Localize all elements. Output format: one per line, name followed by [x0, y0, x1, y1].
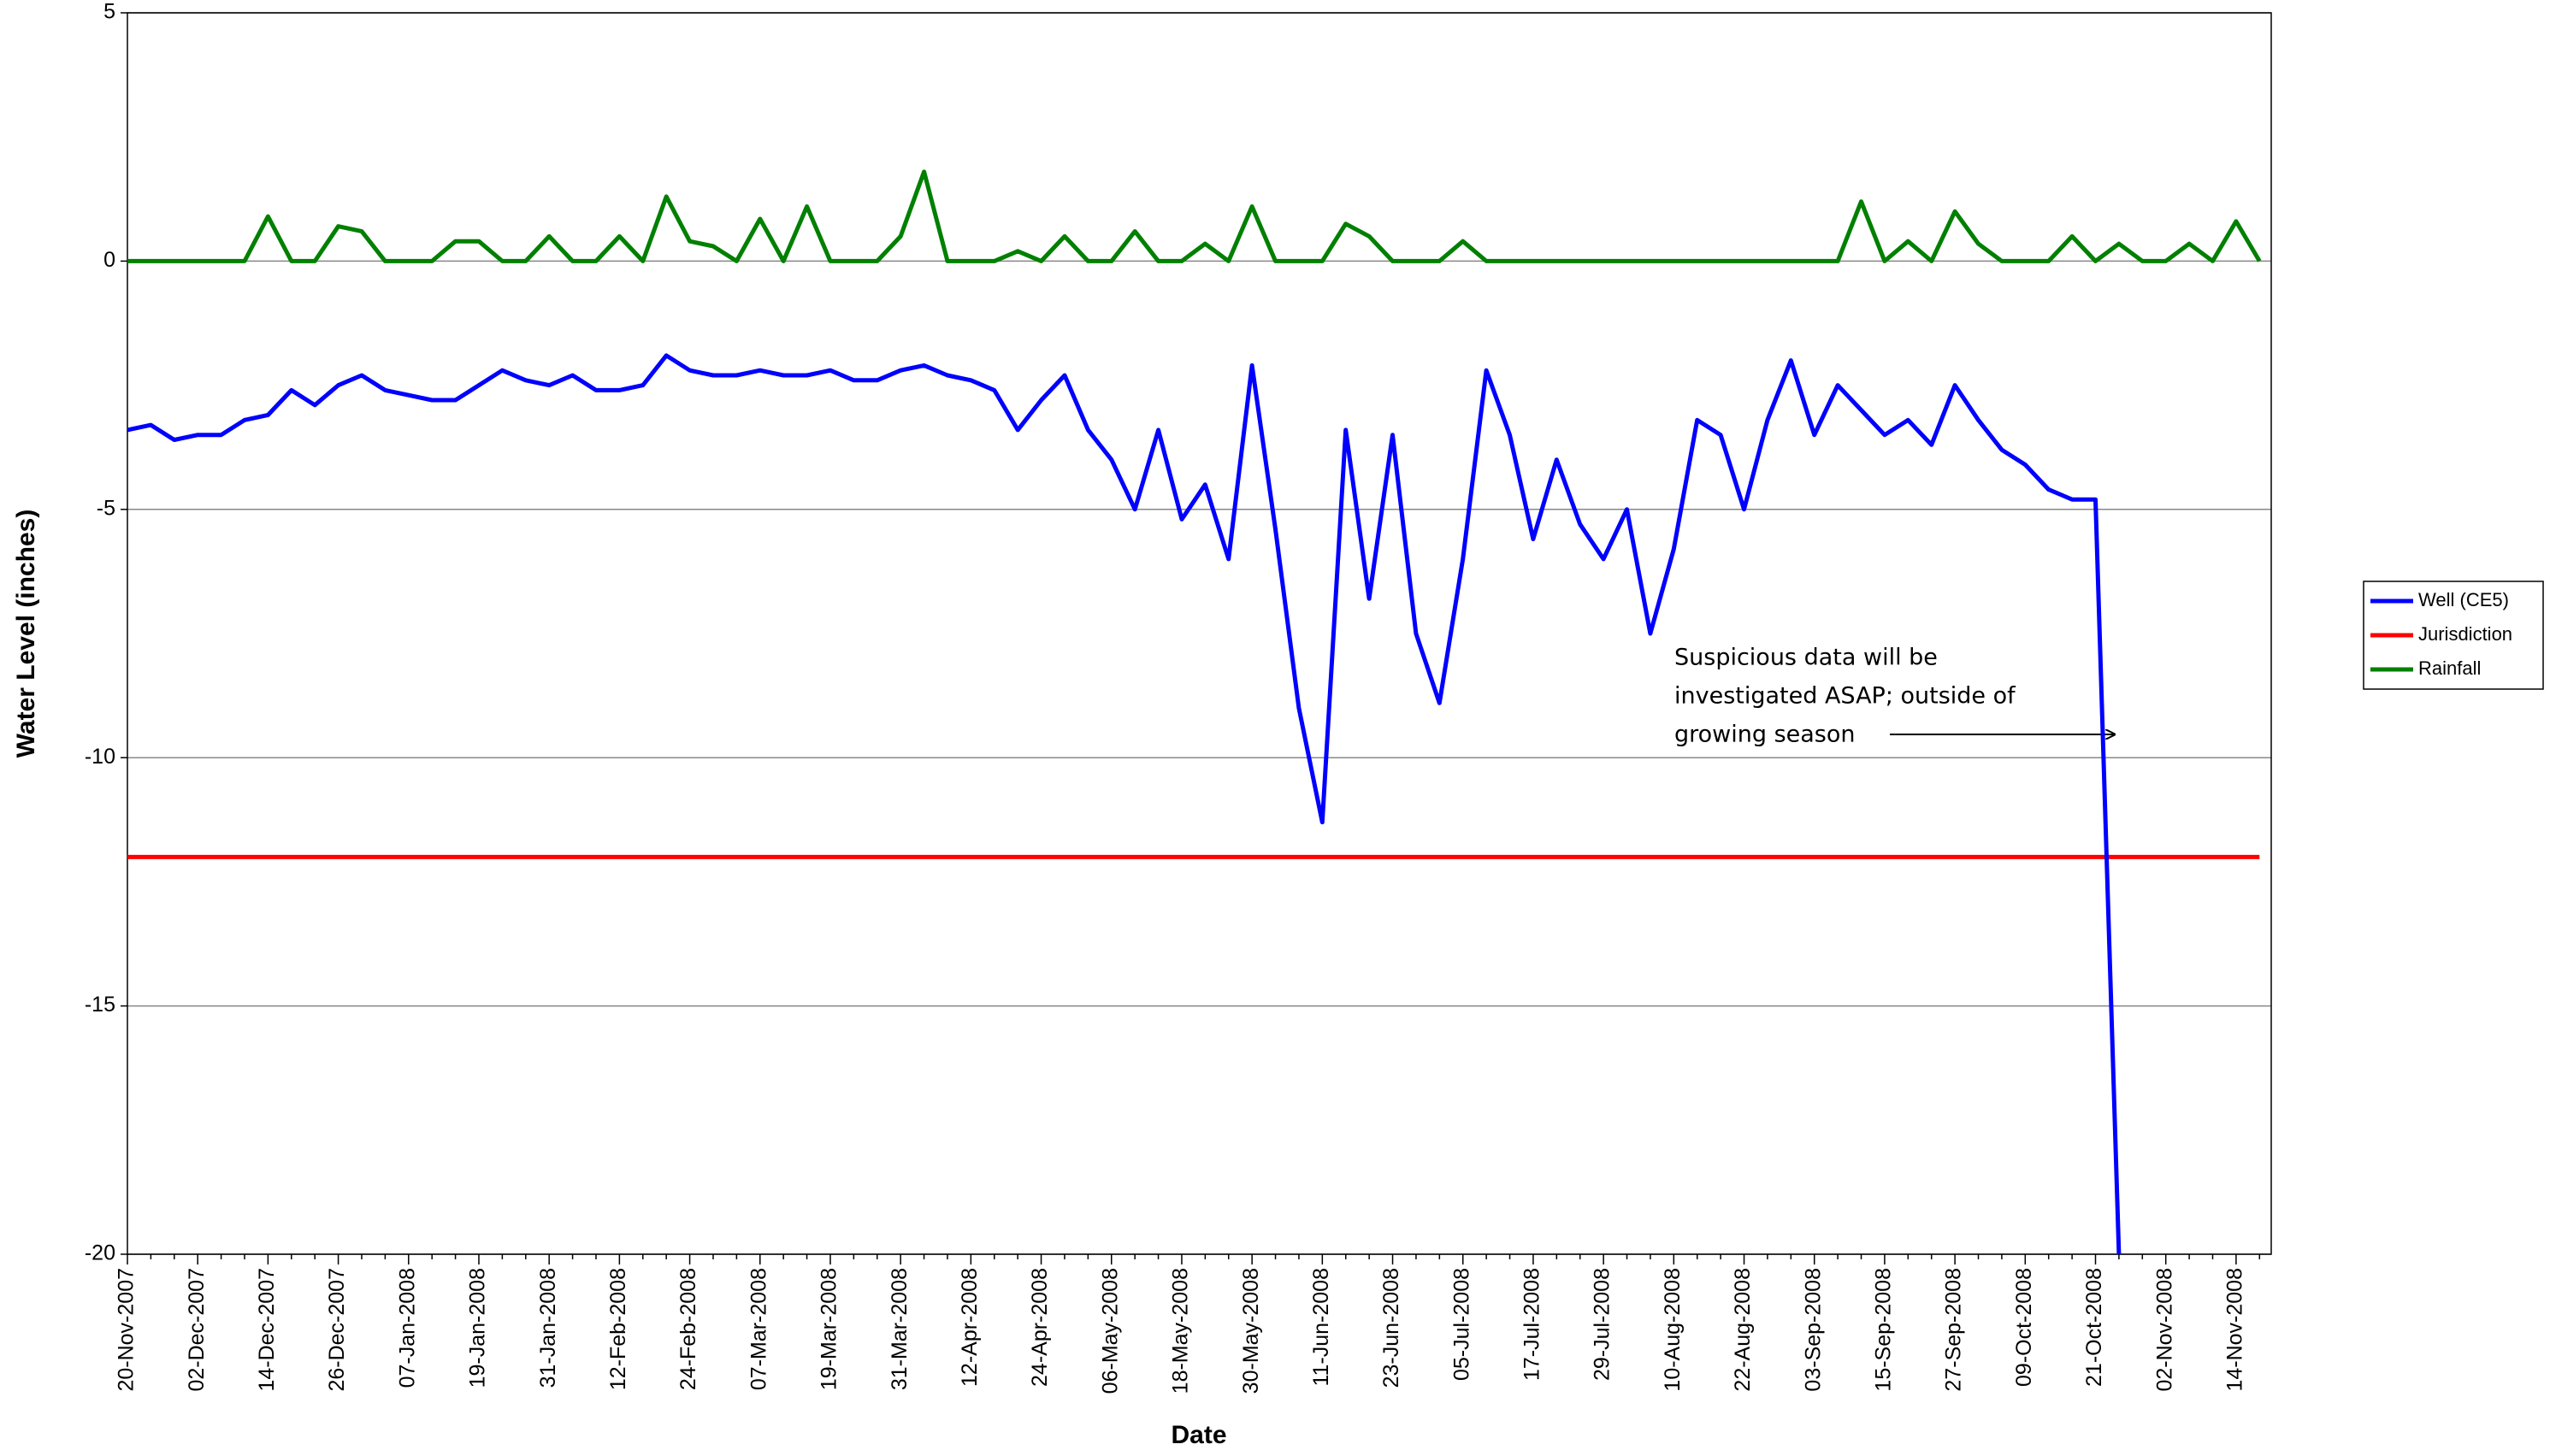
annotation-text: investigated ASAP; outside of	[1674, 683, 2016, 710]
x-tick-label: 12-Apr-2008	[958, 1268, 982, 1387]
series-line	[127, 353, 2122, 1255]
x-tick-label: 24-Feb-2008	[676, 1268, 700, 1390]
y-tick-label: 0	[103, 248, 115, 272]
y-tick-label: -20	[85, 1241, 115, 1265]
x-tick-label: 23-Jun-2008	[1379, 1268, 1403, 1388]
x-tick-label: 24-Apr-2008	[1028, 1268, 1052, 1387]
x-tick-label: 30-May-2008	[1239, 1268, 1263, 1394]
x-tick-label: 19-Jan-2008	[466, 1268, 490, 1388]
x-tick-label: 21-Oct-2008	[2082, 1268, 2106, 1387]
x-tick-label: 02-Dec-2007	[185, 1268, 209, 1392]
x-tick-label: 18-May-2008	[1169, 1268, 1193, 1394]
x-tick-label: 02-Nov-2008	[2152, 1268, 2176, 1392]
series-line	[127, 169, 2262, 263]
legend-label: Well (CE5)	[2418, 589, 2509, 610]
x-tick-label: 15-Sep-2008	[1872, 1268, 1896, 1392]
x-tick-label: 10-Aug-2008	[1661, 1268, 1685, 1392]
x-tick-label: 09-Oct-2008	[2012, 1268, 2036, 1387]
x-axis-title: Date	[1171, 1421, 1226, 1449]
x-tick-label: 07-Jan-2008	[395, 1268, 419, 1388]
x-tick-label: 22-Aug-2008	[1731, 1268, 1755, 1392]
x-tick-label: 06-May-2008	[1098, 1268, 1122, 1394]
y-tick-label: -15	[85, 993, 115, 1017]
y-tick-label: -10	[85, 745, 115, 769]
y-tick-label: -5	[97, 496, 115, 520]
x-tick-label: 07-Mar-2008	[747, 1268, 770, 1390]
legend-label: Rainfall	[2418, 657, 2481, 679]
x-tick-label: 05-Jul-2008	[1449, 1268, 1473, 1381]
x-tick-label: 26-Dec-2007	[325, 1268, 349, 1392]
x-tick-label: 14-Dec-2007	[255, 1268, 279, 1392]
annotation-text: Suspicious data will be	[1674, 645, 1938, 671]
plot-frame	[127, 12, 2272, 1255]
x-tick-label: 17-Jul-2008	[1520, 1268, 1544, 1381]
x-tick-label: 29-Jul-2008	[1591, 1268, 1614, 1381]
annotation-text: growing season	[1674, 722, 1856, 748]
x-tick-label: 31-Jan-2008	[536, 1268, 560, 1388]
legend-label: Jurisdiction	[2418, 623, 2512, 645]
x-tick-label: 27-Sep-2008	[1942, 1268, 1966, 1392]
x-tick-label: 11-Jun-2008	[1309, 1268, 1333, 1387]
x-tick-label: 12-Feb-2008	[606, 1268, 630, 1390]
x-tick-label: 31-Mar-2008	[888, 1268, 912, 1390]
x-tick-label: 14-Nov-2008	[2223, 1268, 2247, 1392]
x-tick-label: 20-Nov-2007	[115, 1268, 139, 1392]
y-tick-label: 5	[103, 0, 115, 24]
x-tick-label: 03-Sep-2008	[1801, 1268, 1825, 1392]
x-tick-label: 19-Mar-2008	[818, 1268, 841, 1390]
y-axis-title: Water Level (inches)	[12, 510, 40, 758]
